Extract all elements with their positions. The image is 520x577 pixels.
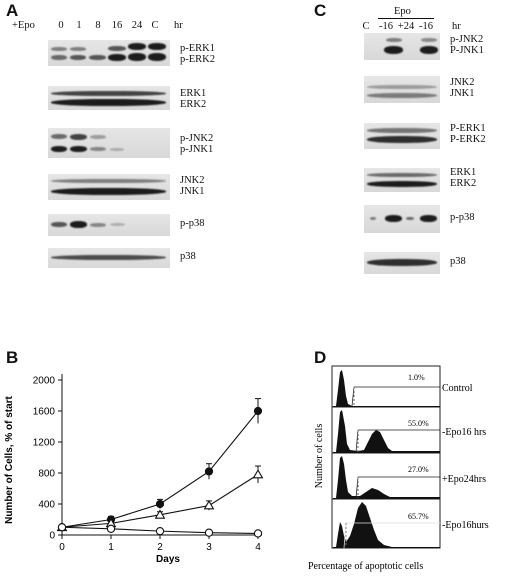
blot-a-perk bbox=[48, 40, 170, 66]
chart-x-tick-label: 3 bbox=[206, 542, 212, 553]
blot-a-pp38 bbox=[48, 214, 170, 236]
blot-label: JNK2 bbox=[180, 175, 205, 186]
blot-label: ERK1 bbox=[450, 167, 477, 178]
lane-label: 16 bbox=[111, 20, 123, 31]
chart-point bbox=[252, 469, 264, 479]
blot-label: P-ERK2 bbox=[450, 134, 486, 145]
histogram-percent: 55.0% bbox=[408, 419, 429, 428]
blot-label: p-JNK2 bbox=[450, 34, 484, 45]
blot-label: ERK1 bbox=[180, 88, 207, 99]
histogram-y-axis-label: Number of cells bbox=[314, 424, 325, 489]
blot-label: p38 bbox=[180, 251, 196, 262]
flow-histograms: 1.0% 55.0% 27.0% 65.7% Control -Epo16 hr… bbox=[308, 365, 489, 572]
panel-c-treatment-line bbox=[378, 18, 434, 19]
histogram-gate bbox=[351, 386, 440, 407]
chart-point bbox=[155, 499, 165, 509]
histogram-trace bbox=[333, 502, 440, 548]
lane-label: -16 bbox=[419, 21, 433, 32]
blot-label: p-ERK2 bbox=[180, 54, 215, 65]
chart-point bbox=[253, 406, 263, 416]
histogram-trace bbox=[333, 456, 440, 499]
histogram-trace bbox=[333, 410, 440, 453]
histogram-percent: 27.0% bbox=[408, 465, 429, 474]
blot-label: p-p38 bbox=[180, 218, 205, 229]
chart-point bbox=[204, 467, 214, 476]
chart-y-tick-label: 400 bbox=[38, 500, 55, 511]
lane-label: C bbox=[362, 21, 370, 32]
chart-x-tick-label: 1 bbox=[108, 542, 114, 553]
blot-c-pjnk bbox=[364, 33, 440, 60]
blot-c-jnk bbox=[364, 76, 440, 103]
blot-c-erk bbox=[364, 168, 440, 192]
blot-label: p-ERK1 bbox=[180, 43, 215, 54]
blot-label: p-JNK1 bbox=[180, 144, 214, 155]
blot-label: p-p38 bbox=[450, 212, 475, 223]
blot-label: ERK2 bbox=[180, 99, 207, 110]
blot-label: JNK2 bbox=[450, 77, 475, 88]
panel-c-unit: hr bbox=[452, 21, 461, 32]
blot-c-p38 bbox=[364, 252, 440, 274]
histogram-label: -Epo16hurs bbox=[442, 520, 489, 531]
chart-point bbox=[204, 528, 214, 537]
histogram-label: Control bbox=[442, 383, 473, 394]
chart-point bbox=[155, 526, 165, 536]
panel-b-letter: B bbox=[6, 348, 19, 367]
blot-a-erk bbox=[48, 86, 170, 110]
chart-y-tick-label: 1200 bbox=[33, 438, 56, 449]
histogram-x-axis-label: Percentage of apoptotic cells bbox=[308, 561, 423, 572]
chart-y-tick-label: 800 bbox=[38, 469, 55, 480]
blot-label: p38 bbox=[450, 256, 466, 267]
blot-label: P-ERK1 bbox=[450, 123, 486, 134]
chart-y-axis-label: Number of Cells, % of start bbox=[4, 395, 15, 523]
chart-x-tick-label: 2 bbox=[157, 542, 163, 553]
blot-label: JNK1 bbox=[450, 88, 475, 99]
panel-c-letter: C bbox=[314, 1, 327, 20]
blot-c-perk bbox=[364, 123, 440, 149]
chart-y-tick-label: 1600 bbox=[33, 407, 56, 418]
chart-x-tick-label: 0 bbox=[59, 542, 65, 553]
lane-label: -16 bbox=[379, 21, 393, 32]
chart-y-tick-label: 2000 bbox=[33, 376, 56, 387]
chart-point bbox=[57, 523, 67, 532]
panel-d-letter: D bbox=[314, 348, 327, 367]
histogram-percent: 1.0% bbox=[408, 373, 425, 382]
lane-label: 0 bbox=[58, 20, 64, 31]
blot-label: P-JNK1 bbox=[450, 45, 484, 56]
panel-a-letter: A bbox=[6, 1, 19, 20]
blot-label: p-JNK2 bbox=[180, 133, 214, 144]
chart-y-tick-label: 0 bbox=[49, 531, 55, 542]
blot-label: JNK1 bbox=[180, 186, 205, 197]
blot-a-pjnk bbox=[48, 128, 170, 158]
lane-label: 8 bbox=[95, 20, 101, 31]
panel-a-unit: hr bbox=[174, 20, 183, 31]
chart-point bbox=[154, 509, 166, 519]
lane-label: C bbox=[151, 20, 159, 31]
histogram-trace bbox=[333, 370, 440, 407]
blot-c-pp38 bbox=[364, 205, 440, 233]
growth-chart: 0 400 800 1200 1600 2000 0 1 2 3 4 Number of Cells… bbox=[4, 374, 264, 565]
histogram-label: -Epo16 hrs bbox=[442, 427, 486, 438]
panel-c-treatment: Epo bbox=[394, 6, 411, 17]
lane-label: 24 bbox=[131, 20, 143, 31]
blot-label: ERK2 bbox=[450, 178, 477, 189]
histogram-label: +Epo24hrs bbox=[442, 474, 486, 485]
blot-a-jnk bbox=[48, 174, 170, 200]
lane-label: +24 bbox=[397, 21, 415, 32]
histogram-percent: 65.7% bbox=[408, 512, 429, 521]
lane-label: 1 bbox=[76, 20, 82, 31]
panel-a-treatment: +Epo bbox=[12, 20, 35, 31]
blot-a-p38 bbox=[48, 248, 170, 268]
chart-point bbox=[203, 500, 215, 510]
chart-x-axis-label: Days bbox=[156, 554, 180, 565]
chart-point bbox=[253, 529, 263, 538]
chart-point bbox=[106, 524, 116, 533]
chart-x-tick-label: 4 bbox=[255, 542, 261, 553]
